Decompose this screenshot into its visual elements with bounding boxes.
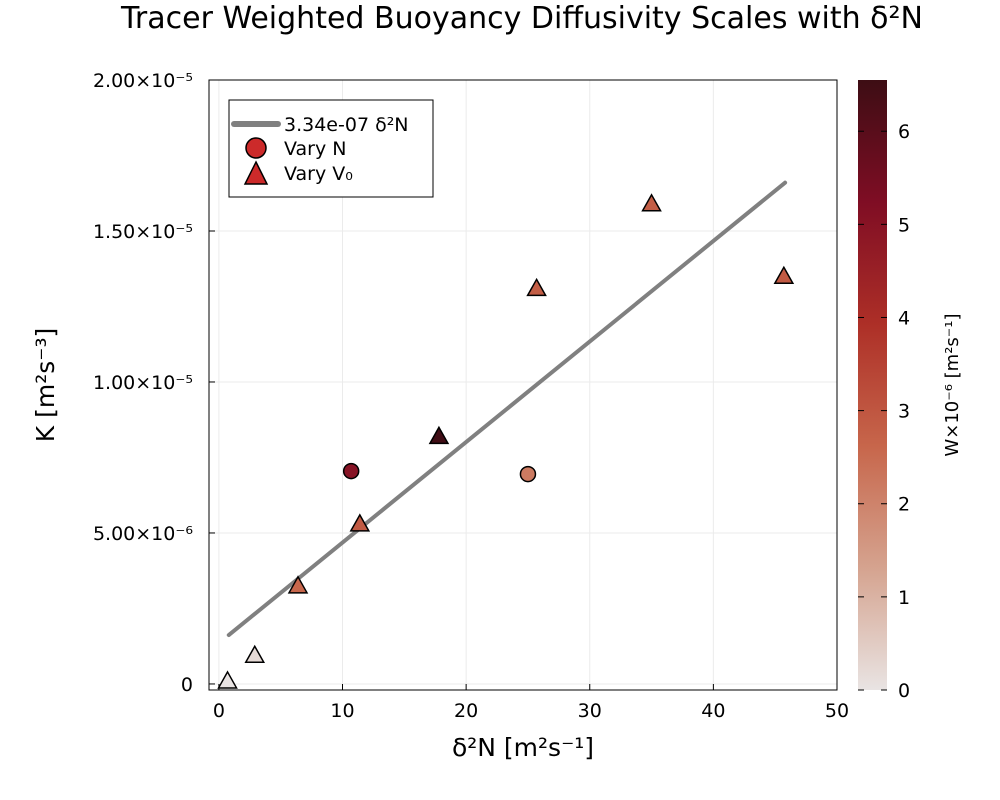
data-point-triangle (773, 265, 795, 285)
colorbar-label: W×10⁻⁶ [m²s⁻¹] (942, 313, 963, 456)
legend-label-fit: 3.34e-07 δ²N (284, 114, 409, 136)
x-tick-label: 40 (701, 700, 725, 722)
data-point-triangle (217, 670, 238, 689)
legend: 3.34e-07 δ²N Vary N Vary V₀ (228, 99, 434, 198)
y-axis-label: K [m²s⁻³] (31, 328, 60, 442)
colorbar-tick-label: 3 (898, 401, 910, 423)
data-point-triangle (641, 193, 662, 212)
x-tick-label: 50 (825, 700, 849, 722)
y-axis-ticks: 0 5.00×10⁻⁶ 1.00×10⁻⁵ 1.50×10⁻⁵ 2.00×10⁻⁵ (93, 70, 215, 696)
x-tick-label: 20 (454, 700, 478, 722)
data-point-circle (342, 462, 360, 480)
plot-frame (208, 79, 838, 691)
x-tick-label: 10 (330, 700, 354, 722)
legend-label-vary-v0: Vary V₀ (284, 163, 353, 185)
legend-circle-icon (245, 137, 267, 159)
data-points (217, 193, 795, 689)
colorbar-tick-label: 5 (898, 214, 910, 236)
data-point-triangle (526, 277, 547, 297)
chart-title: Tracer Weighted Buoyancy Diffusivity Sca… (120, 1, 923, 36)
colorbar-tick-label: 1 (898, 587, 910, 609)
x-tick-label: 30 (578, 700, 602, 722)
colorbar-tick-label: 2 (898, 494, 910, 516)
colorbar-tick-label: 6 (898, 121, 910, 143)
data-point-triangle (428, 425, 450, 445)
data-point-triangle (349, 513, 371, 532)
colorbar-tick-label: 0 (898, 680, 910, 702)
data-point-triangle (287, 575, 309, 594)
x-axis-label: δ²N [m²s⁻¹] (452, 733, 594, 762)
y-tick-label: 1.50×10⁻⁵ (93, 221, 193, 243)
fit-line (226, 180, 788, 638)
y-tick-label: 2.00×10⁻⁵ (93, 70, 193, 92)
colorbar-ticks: 0 1 2 3 4 5 6 (858, 121, 910, 702)
legend-label-vary-n: Vary N (284, 138, 346, 160)
colorbar-tick-label: 4 (898, 307, 910, 329)
x-axis-ticks: 0 10 20 30 40 50 (213, 684, 849, 722)
y-tick-label: 1.00×10⁻⁵ (93, 372, 193, 394)
data-point-circle (519, 465, 537, 483)
y-tick-label: 0 (181, 674, 193, 696)
x-tick-label: 0 (213, 700, 225, 722)
legend-triangle-icon (243, 160, 269, 185)
y-tick-label: 5.00×10⁻⁶ (93, 523, 193, 545)
data-point-triangle (244, 644, 266, 664)
colorbar (858, 80, 887, 690)
